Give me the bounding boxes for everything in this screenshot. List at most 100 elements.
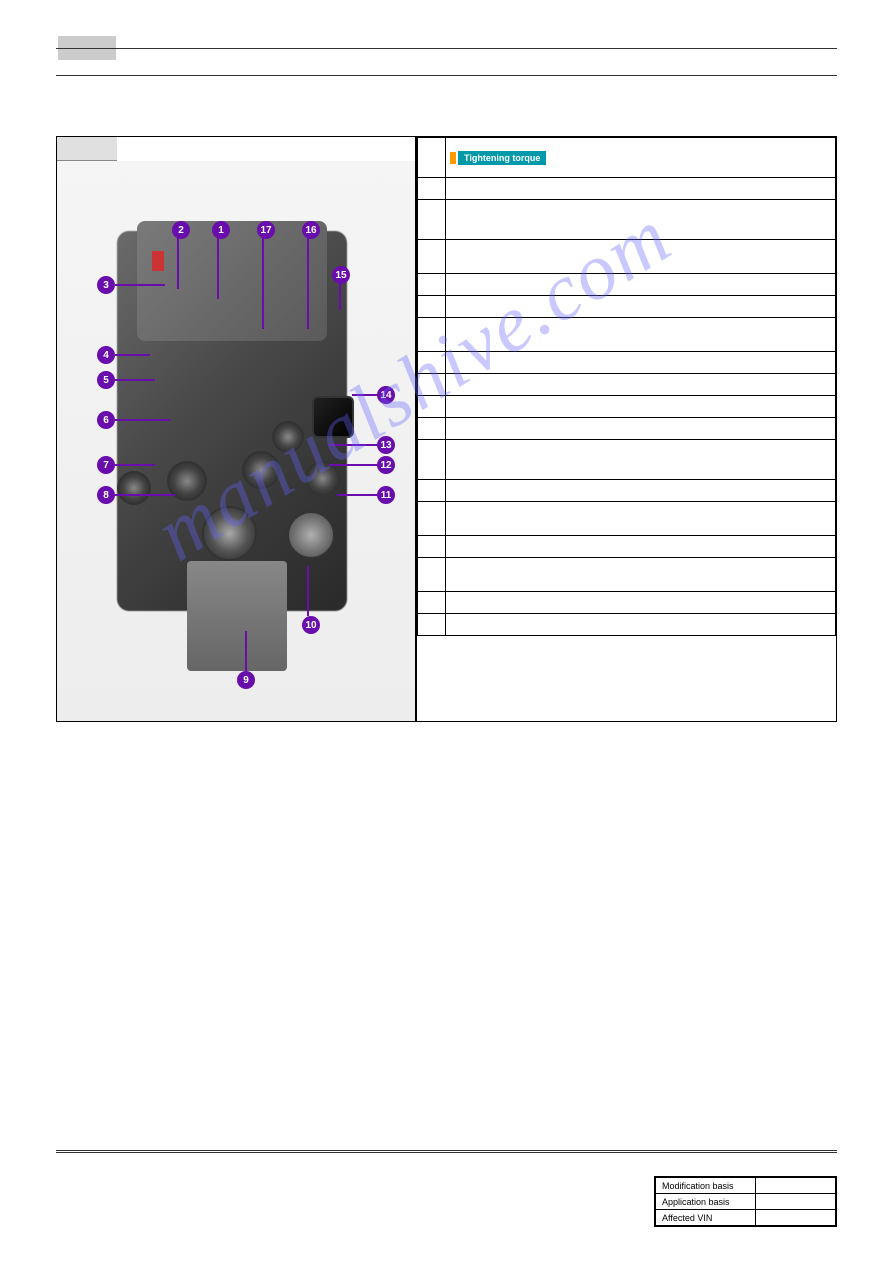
part-number: 9 (418, 396, 446, 418)
part-description (446, 240, 836, 274)
parts-row: 10 (418, 418, 836, 440)
callout-leader-line (115, 464, 155, 466)
callout-bubble-4: 4 (97, 346, 115, 364)
parts-table-panel: Tightening torque12345678910111213141516… (416, 136, 837, 722)
part-number: 8 (418, 374, 446, 396)
parts-row: 14 (418, 536, 836, 558)
part-number: 3 (418, 240, 446, 274)
parts-row: 13 (418, 502, 836, 536)
revision-value (756, 1178, 836, 1194)
parts-row: 11 (418, 440, 836, 480)
callout-bubble-3: 3 (97, 276, 115, 294)
crank-pulley (202, 506, 257, 561)
callout-bubble-14: 14 (377, 386, 395, 404)
parts-row: 1 (418, 178, 836, 200)
parts-row: 5 (418, 296, 836, 318)
callout-bubble-7: 7 (97, 456, 115, 474)
callout-bubble-8: 8 (97, 486, 115, 504)
engine-image: 1234567891011121314151617 (57, 161, 415, 721)
main-content: 1234567891011121314151617 Tightening tor… (56, 136, 837, 722)
parts-row: 2 (418, 200, 836, 240)
engine-head (137, 221, 327, 341)
part-number: 7 (418, 352, 446, 374)
part-number: 11 (418, 440, 446, 480)
callout-bubble-5: 5 (97, 371, 115, 389)
parts-row: 7 (418, 352, 836, 374)
callout-leader-line (115, 354, 150, 356)
revision-row: Modification basis (656, 1178, 836, 1194)
callout-leader-line (307, 566, 309, 616)
pulley-5 (305, 461, 340, 496)
part-number (418, 138, 446, 178)
callout-bubble-11: 11 (377, 486, 395, 504)
oil-pan (187, 561, 287, 671)
callout-leader-line (262, 229, 264, 329)
part-description (446, 200, 836, 240)
reservoir (312, 396, 354, 438)
red-component (152, 251, 164, 271)
callout-leader-line (217, 229, 219, 299)
revision-row: Application basis (656, 1194, 836, 1210)
part-number: 14 (418, 536, 446, 558)
callout-bubble-1: 1 (212, 221, 230, 239)
callout-leader-line (329, 464, 379, 466)
figure-header-box (57, 137, 117, 161)
callout-leader-line (329, 444, 379, 446)
part-number: 5 (418, 296, 446, 318)
callout-bubble-15: 15 (332, 266, 350, 284)
part-description (446, 374, 836, 396)
callout-bubble-9: 9 (237, 671, 255, 689)
part-description (446, 480, 836, 502)
parts-row: 16 (418, 592, 836, 614)
parts-row: Tightening torque (418, 138, 836, 178)
revision-row: Affected VIN (656, 1210, 836, 1226)
part-number: 17 (418, 614, 446, 636)
callout-bubble-16: 16 (302, 221, 320, 239)
part-number: 4 (418, 274, 446, 296)
part-number: 10 (418, 418, 446, 440)
part-description (446, 614, 836, 636)
callout-leader-line (307, 229, 309, 329)
part-description (446, 178, 836, 200)
callout-bubble-13: 13 (377, 436, 395, 454)
part-description: Tightening torque (446, 138, 836, 178)
part-number: 12 (418, 480, 446, 502)
revision-label: Application basis (656, 1194, 756, 1210)
part-number: 15 (418, 558, 446, 592)
parts-row: 6 (418, 318, 836, 352)
accent-bar-icon (450, 152, 456, 164)
revision-value (756, 1210, 836, 1226)
alternator-pulley (117, 471, 151, 505)
parts-row: 8 (418, 374, 836, 396)
revision-label: Modification basis (656, 1178, 756, 1194)
torque-badge: Tightening torque (458, 151, 546, 165)
part-description (446, 352, 836, 374)
revision-label: Affected VIN (656, 1210, 756, 1226)
callout-bubble-12: 12 (377, 456, 395, 474)
revision-box: Modification basisApplication basisAffec… (654, 1176, 837, 1227)
callout-bubble-10: 10 (302, 616, 320, 634)
part-description (446, 296, 836, 318)
part-description (446, 440, 836, 480)
part-number: 16 (418, 592, 446, 614)
footer-rule (56, 1150, 837, 1153)
parts-row: 15 (418, 558, 836, 592)
part-description (446, 536, 836, 558)
part-description (446, 274, 836, 296)
part-description (446, 396, 836, 418)
pulley-3 (242, 451, 280, 489)
callout-leader-line (115, 379, 155, 381)
parts-table: Tightening torque12345678910111213141516… (417, 137, 836, 636)
engine-figure-panel: 1234567891011121314151617 (56, 136, 416, 722)
parts-row: 4 (418, 274, 836, 296)
part-number: 2 (418, 200, 446, 240)
part-description (446, 318, 836, 352)
part-description (446, 502, 836, 536)
callout-bubble-17: 17 (257, 221, 275, 239)
callout-leader-line (337, 494, 379, 496)
part-number: 1 (418, 178, 446, 200)
part-number: 13 (418, 502, 446, 536)
parts-row: 12 (418, 480, 836, 502)
parts-row: 17 (418, 614, 836, 636)
header-rule (56, 48, 837, 76)
